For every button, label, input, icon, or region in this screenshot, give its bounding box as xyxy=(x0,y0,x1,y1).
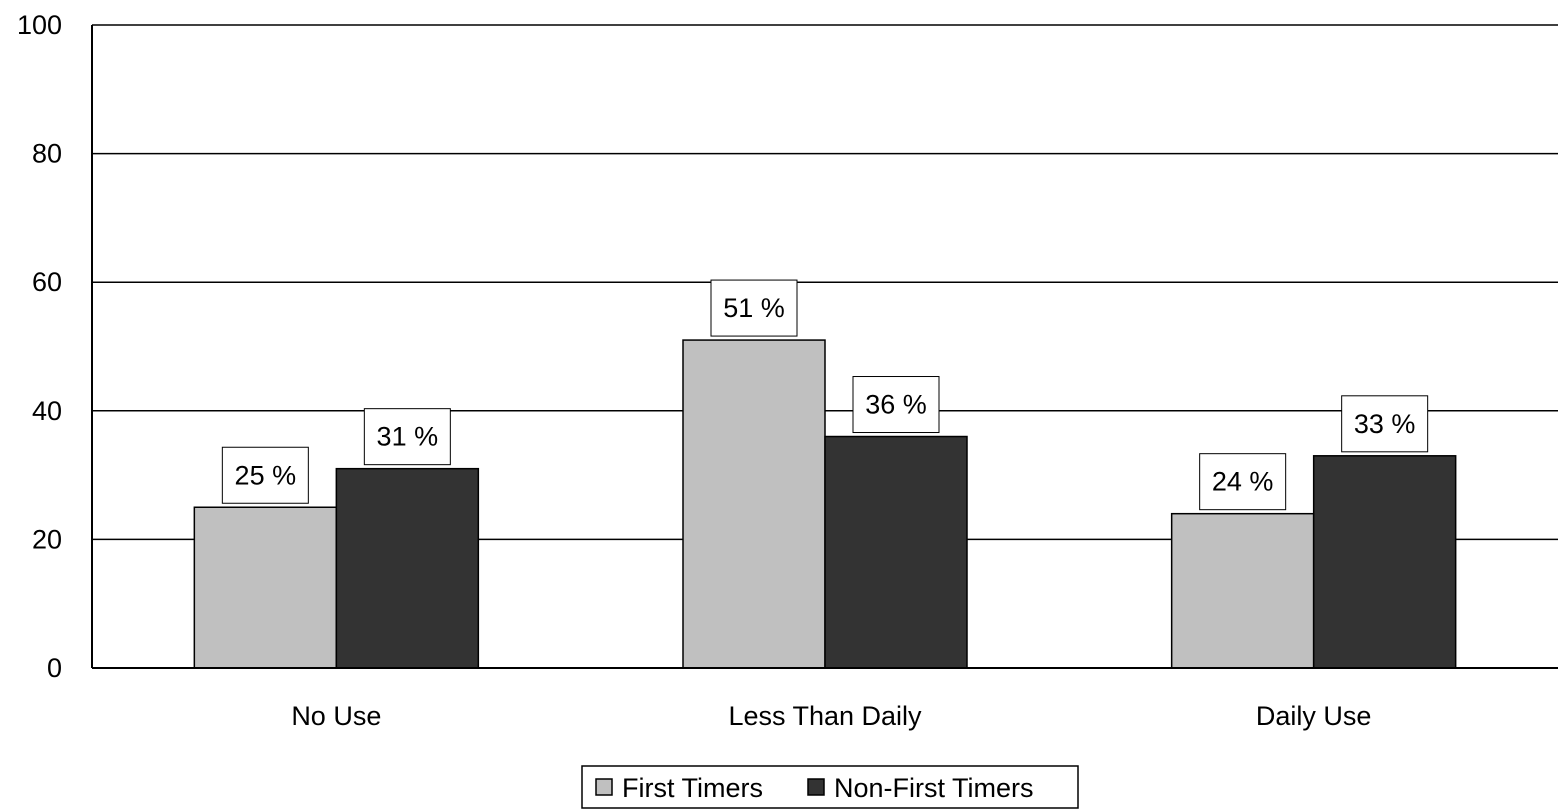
category-label: Less Than Daily xyxy=(728,701,922,731)
data-label: 33 % xyxy=(1354,409,1416,439)
bar-2-0 xyxy=(1170,512,1315,669)
legend-label-non-first-timers: Non-First Timers xyxy=(834,773,1034,803)
legend-swatch-first-timers xyxy=(595,778,613,796)
bar-1-0 xyxy=(682,339,826,669)
legend-swatch-non-first-timers xyxy=(807,778,825,796)
bar-1-1 xyxy=(824,435,968,669)
data-label-box xyxy=(852,376,940,434)
legend: First Timers Non-First Timers xyxy=(581,765,1079,809)
data-label-box xyxy=(1341,395,1429,453)
category-labels: No Use Less Than Daily Daily Use xyxy=(291,701,1371,731)
data-label-box xyxy=(1199,453,1287,511)
bar-0-1 xyxy=(335,467,480,669)
y-tick-label: 0 xyxy=(47,653,62,683)
y-tick-labels: 0 20 40 60 80 100 xyxy=(17,10,62,683)
bar-2-1 xyxy=(1312,455,1457,669)
legend-label-first-timers: First Timers xyxy=(622,773,763,803)
data-label-box xyxy=(221,446,309,504)
data-label-box xyxy=(363,408,451,466)
data-labels: 25 % 31 % 51 % 36 % 24 % 33 % xyxy=(221,279,1429,511)
legend-box xyxy=(581,765,1079,809)
category-label: No Use xyxy=(291,701,381,731)
y-tick-label: 80 xyxy=(32,139,62,169)
data-label-box xyxy=(710,279,798,337)
data-label: 31 % xyxy=(377,422,439,452)
data-label: 51 % xyxy=(723,293,785,323)
data-label: 36 % xyxy=(865,390,927,420)
y-tick-label: 60 xyxy=(32,267,62,297)
data-label: 25 % xyxy=(235,460,297,490)
category-label: Daily Use xyxy=(1256,701,1372,731)
y-tick-label: 100 xyxy=(17,10,62,40)
y-tick-label: 20 xyxy=(32,524,62,554)
bars xyxy=(193,339,1457,669)
y-tick-label: 40 xyxy=(32,396,62,426)
data-label: 24 % xyxy=(1212,467,1274,497)
axes xyxy=(91,25,1558,669)
bar-0-0 xyxy=(193,506,338,669)
